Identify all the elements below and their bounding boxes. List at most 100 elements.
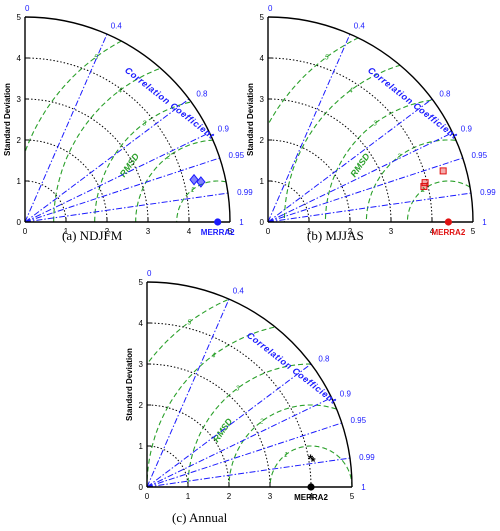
std-arc bbox=[146, 363, 271, 488]
rmsd-arc bbox=[146, 326, 275, 487]
rmsd-tick-label: 5 bbox=[325, 54, 329, 61]
reference-label: MERRA2 bbox=[432, 228, 466, 237]
outer-arc bbox=[146, 281, 353, 488]
y-tick-label: 2 bbox=[17, 136, 22, 145]
rmsd-arc bbox=[269, 445, 353, 487]
model-points bbox=[189, 173, 206, 188]
x-tick-label: 5 bbox=[228, 227, 233, 236]
data-point-square bbox=[439, 167, 447, 175]
correlation-tick-label: 0 bbox=[268, 4, 273, 13]
panel-caption: (b) MJJAS bbox=[307, 228, 364, 243]
x-tick-label: 0 bbox=[23, 227, 28, 236]
rmsd-tick-label: 4 bbox=[118, 87, 122, 94]
std-ticks: 00 1 1 2 2 3 3 4 4 5 5 bbox=[139, 278, 355, 501]
std-arc bbox=[267, 98, 392, 223]
std-arc bbox=[146, 445, 189, 488]
correlation-tick-label: 1 bbox=[482, 218, 487, 227]
rmsd-arc bbox=[268, 37, 359, 123]
y-tick-label: 3 bbox=[139, 360, 144, 369]
data-point-diamond bbox=[189, 173, 199, 186]
correlation-tick-label: 0.99 bbox=[480, 188, 496, 197]
x-tick-label: 3 bbox=[389, 227, 394, 236]
std-arc bbox=[146, 404, 230, 488]
correlation-ticks: 0 0.4 0.8 0.9 0.95 0.99 1 bbox=[147, 269, 375, 492]
std-arcs bbox=[24, 57, 190, 223]
rmsd-tick-label: 3 bbox=[142, 121, 146, 128]
correlation-tick-label: 0.8 bbox=[318, 354, 330, 363]
reference-label: MERRA2 bbox=[294, 493, 328, 502]
std-arc bbox=[267, 57, 433, 223]
x-tick-label: 5 bbox=[471, 227, 476, 236]
correlation-tick-label: 0.8 bbox=[439, 89, 451, 98]
correlation-tick-label: 0 bbox=[25, 4, 30, 13]
reference-point bbox=[214, 218, 222, 226]
y-tick-label: 4 bbox=[260, 54, 265, 63]
rmsd-tick-label: 2 bbox=[165, 154, 170, 161]
std-arcs bbox=[146, 322, 312, 488]
x-tick-label: 1 bbox=[64, 227, 69, 236]
std-ticks: 00 1 1 2 2 3 3 4 4 5 5 bbox=[260, 13, 476, 236]
correlation-tick-label: 0.4 bbox=[111, 22, 123, 31]
reference-label: MERRA2 bbox=[201, 228, 235, 237]
correlation-line bbox=[146, 298, 230, 488]
correlation-tick-label: 0.9 bbox=[461, 125, 473, 134]
rmsd-tick-label: 5 bbox=[94, 54, 98, 61]
data-point-star: * bbox=[308, 451, 314, 466]
x-tick-label: 4 bbox=[430, 227, 435, 236]
std-arc bbox=[146, 322, 312, 488]
correlation-tick-label: 0.95 bbox=[472, 151, 488, 160]
std-arc bbox=[24, 57, 190, 223]
reference-point bbox=[307, 483, 315, 491]
rmsd-title: RMSD bbox=[118, 151, 142, 179]
x-tick-label: 2 bbox=[348, 227, 353, 236]
std-arc bbox=[267, 139, 351, 223]
correlation-tick-label: 0.8 bbox=[196, 89, 208, 98]
correlation-tick-label: 0.95 bbox=[229, 151, 245, 160]
rmsd-arc bbox=[24, 40, 122, 153]
x-tick-label: 1 bbox=[186, 492, 191, 501]
rmsd-arc bbox=[228, 404, 337, 487]
std-arc bbox=[267, 180, 310, 223]
rmsd-tick-label: 3 bbox=[236, 386, 240, 393]
correlation-tick-label: 1 bbox=[361, 483, 366, 492]
x-tick-label: 0 bbox=[266, 227, 271, 236]
rmsd-tick-label: 4 bbox=[349, 87, 353, 94]
rmsd-arc bbox=[283, 64, 401, 222]
correlation-line bbox=[267, 33, 351, 223]
y-tick-label: 5 bbox=[17, 13, 22, 22]
reference-point bbox=[444, 218, 452, 226]
y-tick-label: 0 bbox=[139, 483, 144, 492]
data-point-diamond bbox=[196, 176, 206, 188]
correlation-ticks: 0 0.4 0.8 0.9 0.95 0.99 1 bbox=[25, 4, 253, 227]
rmsd-arc bbox=[187, 363, 311, 487]
rmsd-arc bbox=[135, 139, 214, 222]
correlation-tick-label: 0.99 bbox=[359, 453, 375, 462]
x-tick-label: 0 bbox=[145, 492, 150, 501]
panel-caption: (a) NDJFM bbox=[62, 228, 123, 243]
data-point-square bbox=[421, 179, 429, 187]
y-tick-label: 0 bbox=[17, 218, 22, 227]
y-tick-label: 4 bbox=[139, 319, 144, 328]
y-tick-label: 1 bbox=[139, 442, 144, 451]
x-tick-label: 2 bbox=[105, 227, 110, 236]
x-tick-label: 3 bbox=[146, 227, 151, 236]
outer-arc bbox=[267, 16, 474, 223]
correlation-line bbox=[146, 457, 351, 488]
model-points: ** bbox=[308, 451, 317, 469]
correlation-line bbox=[267, 157, 463, 223]
correlation-tick-label: 0.4 bbox=[354, 22, 366, 31]
y-tick-label: 4 bbox=[17, 54, 22, 63]
correlation-tick-label: 0.9 bbox=[340, 390, 352, 399]
rmsd-tick-label: 2 bbox=[396, 154, 401, 161]
std-ticks: 00 1 1 2 2 3 3 4 4 5 5 bbox=[17, 13, 233, 236]
correlation-tick-label: 0 bbox=[147, 269, 152, 278]
rmsd-tick-label: 1 bbox=[421, 187, 425, 194]
x-tick-label: 3 bbox=[268, 492, 273, 501]
rmsd-tick-label: 4 bbox=[211, 352, 215, 359]
correlation-line bbox=[24, 98, 190, 223]
data-point-square bbox=[420, 182, 428, 190]
correlation-line bbox=[267, 98, 433, 223]
